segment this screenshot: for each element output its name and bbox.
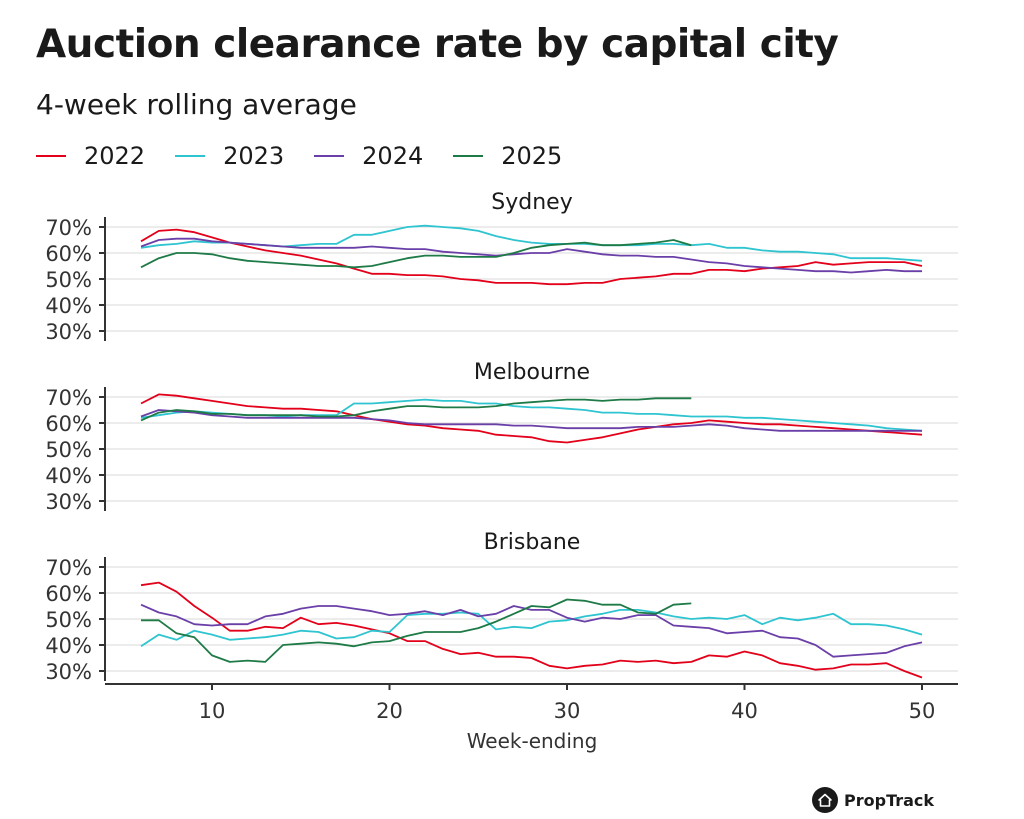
sydney-ytick-label: 30% bbox=[45, 320, 92, 344]
legend-swatch-2023 bbox=[175, 155, 206, 157]
brisbane-ytick-label: 40% bbox=[45, 634, 92, 658]
brisbane-ytick-label: 70% bbox=[45, 556, 92, 580]
brisbane-series-2023 bbox=[140, 609, 923, 648]
legend-label-2024: 2024 bbox=[362, 142, 424, 170]
brisbane-ytick-label: 60% bbox=[45, 582, 92, 606]
xtick-label: 50 bbox=[909, 699, 936, 723]
sydney-series-2022 bbox=[140, 228, 923, 286]
panel-title-sydney: Sydney bbox=[491, 190, 572, 215]
sydney-ytick-label: 50% bbox=[45, 268, 92, 292]
xtick-label: 10 bbox=[199, 699, 226, 723]
panel-title-brisbane: Brisbane bbox=[484, 530, 581, 555]
brand-logo: PropTrack bbox=[812, 787, 934, 813]
legend-item-2022[interactable]: 2022 bbox=[36, 142, 145, 170]
melbourne-ytick-label: 50% bbox=[45, 438, 92, 462]
legend-label-2023: 2023 bbox=[223, 142, 285, 170]
brisbane-series-2022 bbox=[140, 581, 923, 679]
brisbane-ytick-label: 30% bbox=[45, 660, 92, 684]
xtick-label: 40 bbox=[731, 699, 758, 723]
sydney-series-2025 bbox=[140, 239, 692, 269]
brisbane-series-2025 bbox=[141, 598, 692, 663]
melbourne-series-2025 bbox=[140, 397, 692, 422]
legend: 2022 2023 2024 2025 bbox=[36, 142, 592, 170]
legend-item-2025[interactable]: 2025 bbox=[453, 142, 562, 170]
sydney-ytick-label: 40% bbox=[45, 294, 92, 318]
chart-title: Auction clearance rate by capital city bbox=[36, 22, 839, 67]
legend-swatch-2024 bbox=[314, 155, 345, 157]
xtick-label: 20 bbox=[376, 699, 403, 723]
melbourne-ytick-label: 60% bbox=[45, 412, 92, 436]
legend-label-2025: 2025 bbox=[501, 142, 563, 170]
melbourne-series-2022 bbox=[140, 393, 923, 444]
melbourne-series-2024 bbox=[140, 409, 922, 432]
legend-swatch-2025 bbox=[453, 155, 484, 157]
sydney-ytick-label: 70% bbox=[45, 216, 92, 240]
sydney-series-2024 bbox=[140, 237, 922, 274]
melbourne-ytick-label: 70% bbox=[45, 386, 92, 410]
xtick-label: 30 bbox=[554, 699, 581, 723]
sydney-ytick-label: 60% bbox=[45, 242, 92, 266]
legend-label-2022: 2022 bbox=[84, 142, 146, 170]
house-icon bbox=[812, 787, 838, 813]
melbourne-ytick-label: 40% bbox=[45, 464, 92, 488]
brisbane-series-2024 bbox=[140, 603, 923, 658]
brand-name: PropTrack bbox=[844, 790, 935, 810]
melbourne-ytick-label: 30% bbox=[45, 490, 92, 514]
brisbane-ytick-label: 50% bbox=[45, 608, 92, 632]
panel-title-melbourne: Melbourne bbox=[474, 360, 590, 385]
sydney-series-2023 bbox=[140, 224, 923, 262]
x-axis-title: Week-ending bbox=[467, 729, 598, 753]
legend-item-2023[interactable]: 2023 bbox=[175, 142, 284, 170]
chart-subtitle: 4-week rolling average bbox=[36, 88, 357, 121]
legend-swatch-2022 bbox=[36, 155, 66, 157]
legend-item-2024[interactable]: 2024 bbox=[314, 142, 423, 170]
